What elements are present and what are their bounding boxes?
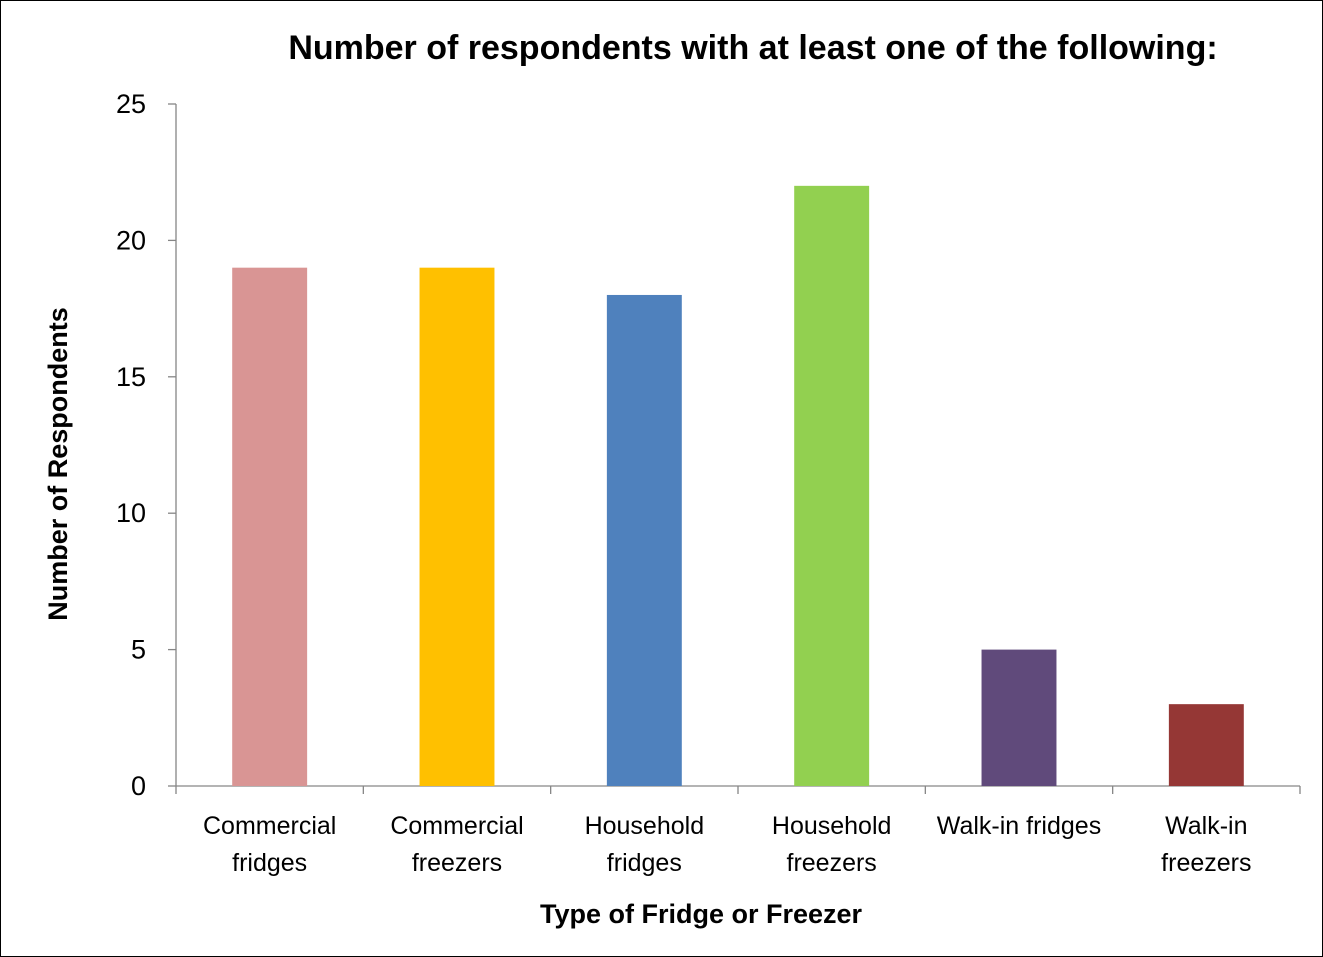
x-tick-label: Household xyxy=(585,812,705,840)
x-tick-label: fridges xyxy=(232,849,307,877)
x-tick-label: Commercial xyxy=(390,812,523,840)
x-tick-label: fridges xyxy=(607,849,682,877)
bar xyxy=(981,649,1057,786)
chart-title: Number of respondents with at least one … xyxy=(288,29,1217,67)
plot-area: 0 5 10 15 20 25 Commercial fridges Commercial fre… xyxy=(116,89,1301,877)
y-tick-label: 0 xyxy=(131,771,146,801)
x-tick-label: Walk-in fridges xyxy=(937,812,1101,840)
bar xyxy=(232,267,308,786)
bar xyxy=(794,185,870,787)
y-tick-label: 5 xyxy=(131,635,146,665)
bar xyxy=(419,267,495,786)
y-tick-label: 10 xyxy=(116,498,146,528)
x-tick-label: freezers xyxy=(1161,849,1251,877)
x-tick-label: Household xyxy=(772,812,892,840)
y-axis-title: Number of Respondents xyxy=(43,307,73,621)
x-tick-label: Commercial xyxy=(203,812,336,840)
x-tick-label: Walk-in xyxy=(1165,812,1247,840)
x-tick-label: freezers xyxy=(412,849,502,877)
y-tick-label: 20 xyxy=(116,225,146,255)
x-axis-title: Type of Fridge or Freezer xyxy=(540,899,863,929)
y-tick-label: 25 xyxy=(116,89,146,119)
x-tick-label: freezers xyxy=(787,849,877,877)
bar xyxy=(1168,704,1244,786)
y-tick-label: 15 xyxy=(116,362,146,392)
bar xyxy=(606,294,682,786)
